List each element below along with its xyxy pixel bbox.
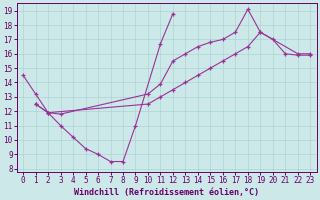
X-axis label: Windchill (Refroidissement éolien,°C): Windchill (Refroidissement éolien,°C) (74, 188, 259, 197)
